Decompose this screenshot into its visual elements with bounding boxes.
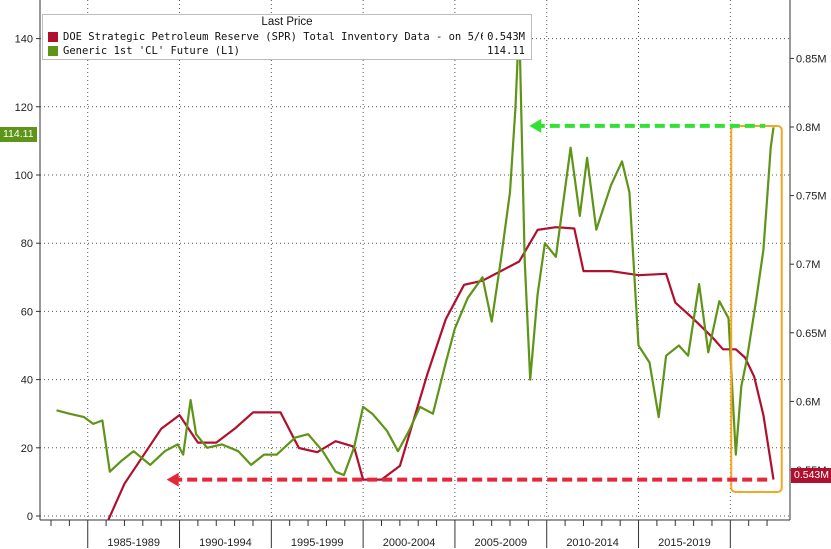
red-arrow-head: [166, 472, 179, 487]
x-tick-label: 1995-1999: [291, 537, 344, 549]
legend-header: Last Price: [261, 16, 313, 28]
left-tick-label: 40: [21, 375, 33, 387]
legend-value-spr: 0.543M: [487, 31, 525, 43]
last-price-badge-spr: 0.543M: [791, 468, 831, 483]
highlight-box: [730, 125, 783, 493]
right-tick-label: 0.75M: [796, 191, 827, 203]
left-tick-label: 60: [21, 306, 33, 318]
legend-value-cl: 114.11: [487, 45, 525, 57]
right-tick-label: 0.65M: [796, 328, 827, 340]
x-tick-label: 2000-2004: [383, 537, 436, 549]
left-tick-label: 140: [15, 34, 33, 46]
series-line-cl: [56, 20, 775, 477]
left-tick-label: 100: [15, 170, 33, 182]
x-tick-label: 2015-2019: [658, 537, 711, 549]
x-tick-label: 1990-1994: [199, 537, 252, 549]
x-tick-label: 1985-1989: [107, 537, 160, 549]
last-price-badge-cl: 114.11: [0, 127, 37, 142]
right-tick-label: 0.85M: [796, 53, 827, 65]
legend-swatch-spr: [48, 32, 58, 42]
right-tick-label: 0.6M: [796, 396, 820, 408]
left-tick-label: 120: [15, 102, 33, 114]
legend-swatch-cl: [48, 46, 58, 56]
legend-item-cl: Generic 1st 'CL' Future (L1) 114.11: [48, 44, 525, 58]
green-arrow-head: [529, 118, 542, 133]
x-tick-label: 2010-2014: [566, 537, 619, 549]
series-line-spr: [107, 226, 775, 520]
grid-lines: [40, 0, 790, 520]
right-tick-label: 0.8M: [796, 122, 820, 134]
legend-label-spr: DOE Strategic Petroleum Reserve (SPR) To…: [63, 31, 483, 43]
left-tick-label: 0: [27, 511, 33, 523]
annotations: [166, 118, 783, 493]
x-tick-label: 2005-2009: [475, 537, 528, 549]
left-tick-label: 80: [21, 238, 33, 250]
legend-label-cl: Generic 1st 'CL' Future (L1): [63, 45, 241, 57]
right-tick-label: 0.7M: [796, 259, 820, 271]
legend-item-spr: DOE Strategic Petroleum Reserve (SPR) To…: [48, 30, 525, 44]
legend: Last Price DOE Strategic Petroleum Reser…: [42, 14, 532, 60]
series-group: [56, 20, 775, 520]
left-tick-label: 20: [21, 443, 33, 455]
axes: 0204060801001201400.55M0.6M0.65M0.7M0.75…: [15, 0, 827, 549]
